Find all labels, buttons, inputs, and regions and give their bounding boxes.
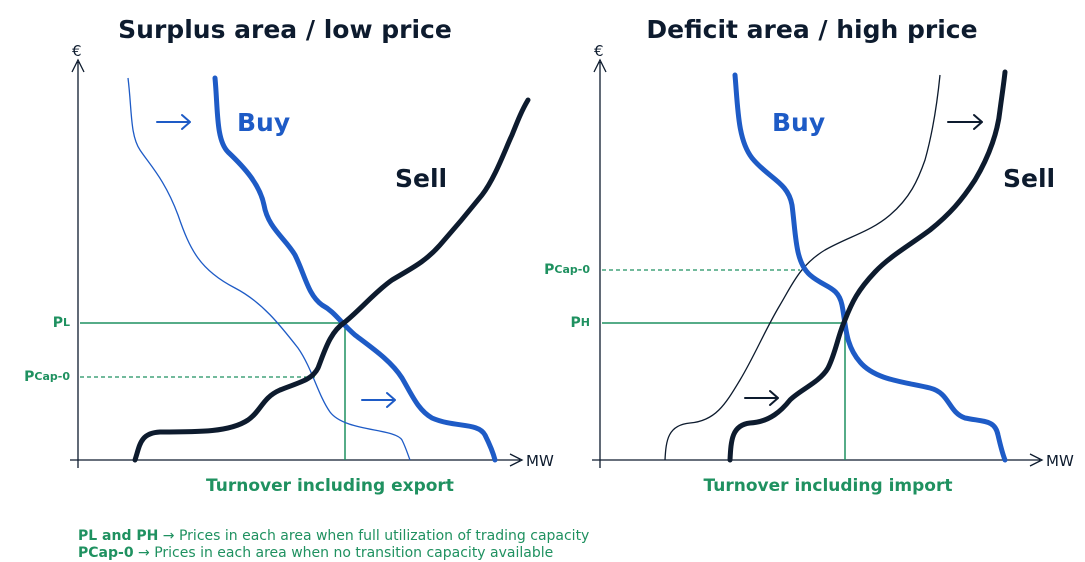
panel-surplus: Surplus area / low price € MW Buy Sell P… [24, 15, 554, 496]
panel-deficit: Deficit area / high price € MW Buy Sell … [544, 15, 1074, 496]
cap-price-label: PCap-0 [544, 262, 590, 278]
price-symbol: P [53, 315, 63, 331]
shift-arrow [947, 114, 983, 130]
buy-label: Buy [237, 108, 290, 137]
price-subscript: L [63, 316, 70, 329]
axes [70, 58, 524, 468]
full-price-line [602, 322, 846, 460]
price-subscript: H [581, 316, 590, 329]
axes [592, 58, 1044, 468]
footnote: PCap-0 → Prices in each area when no tra… [78, 545, 553, 561]
full-price-line [80, 322, 346, 460]
cap-price-label: PCap-0 [24, 369, 70, 385]
full-price-label: PH [571, 315, 590, 331]
buy-label: Buy [772, 108, 825, 137]
shift-arrow [361, 392, 396, 408]
footnote: PL and PH → Prices in each area when ful… [78, 528, 589, 544]
footnote-text: → Prices in each area when no transition… [138, 545, 553, 561]
shift-arrow [156, 114, 191, 130]
sell-curve [132, 97, 531, 463]
sell-curve [727, 69, 1008, 463]
price-subscript: Cap-0 [554, 263, 590, 276]
sell-curve-shifted [664, 74, 941, 461]
sell-label: Sell [395, 164, 447, 193]
footnote-term: PL and PH [78, 528, 158, 544]
shift-arrow [744, 390, 779, 406]
turnover-label: Turnover including import [704, 476, 953, 496]
price-symbol: P [24, 369, 34, 385]
buy-curve [212, 75, 498, 463]
footnote-text: → Prices in each area when full utilizat… [163, 528, 590, 544]
panel-title: Deficit area / high price [646, 15, 977, 44]
price-symbol: P [544, 262, 554, 278]
buy-curve-shifted [127, 77, 411, 461]
price-subscript: Cap-0 [34, 370, 70, 383]
x-axis-label: MW [526, 452, 554, 470]
x-axis-label: MW [1046, 452, 1074, 470]
y-axis-label: € [594, 42, 604, 60]
panel-title: Surplus area / low price [118, 15, 452, 44]
sell-label: Sell [1003, 164, 1055, 193]
full-price-label: PL [53, 315, 70, 331]
footnote-term: PCap-0 [78, 545, 134, 561]
turnover-label: Turnover including export [206, 476, 454, 496]
y-axis-label: € [72, 42, 82, 60]
price-symbol: P [571, 315, 581, 331]
